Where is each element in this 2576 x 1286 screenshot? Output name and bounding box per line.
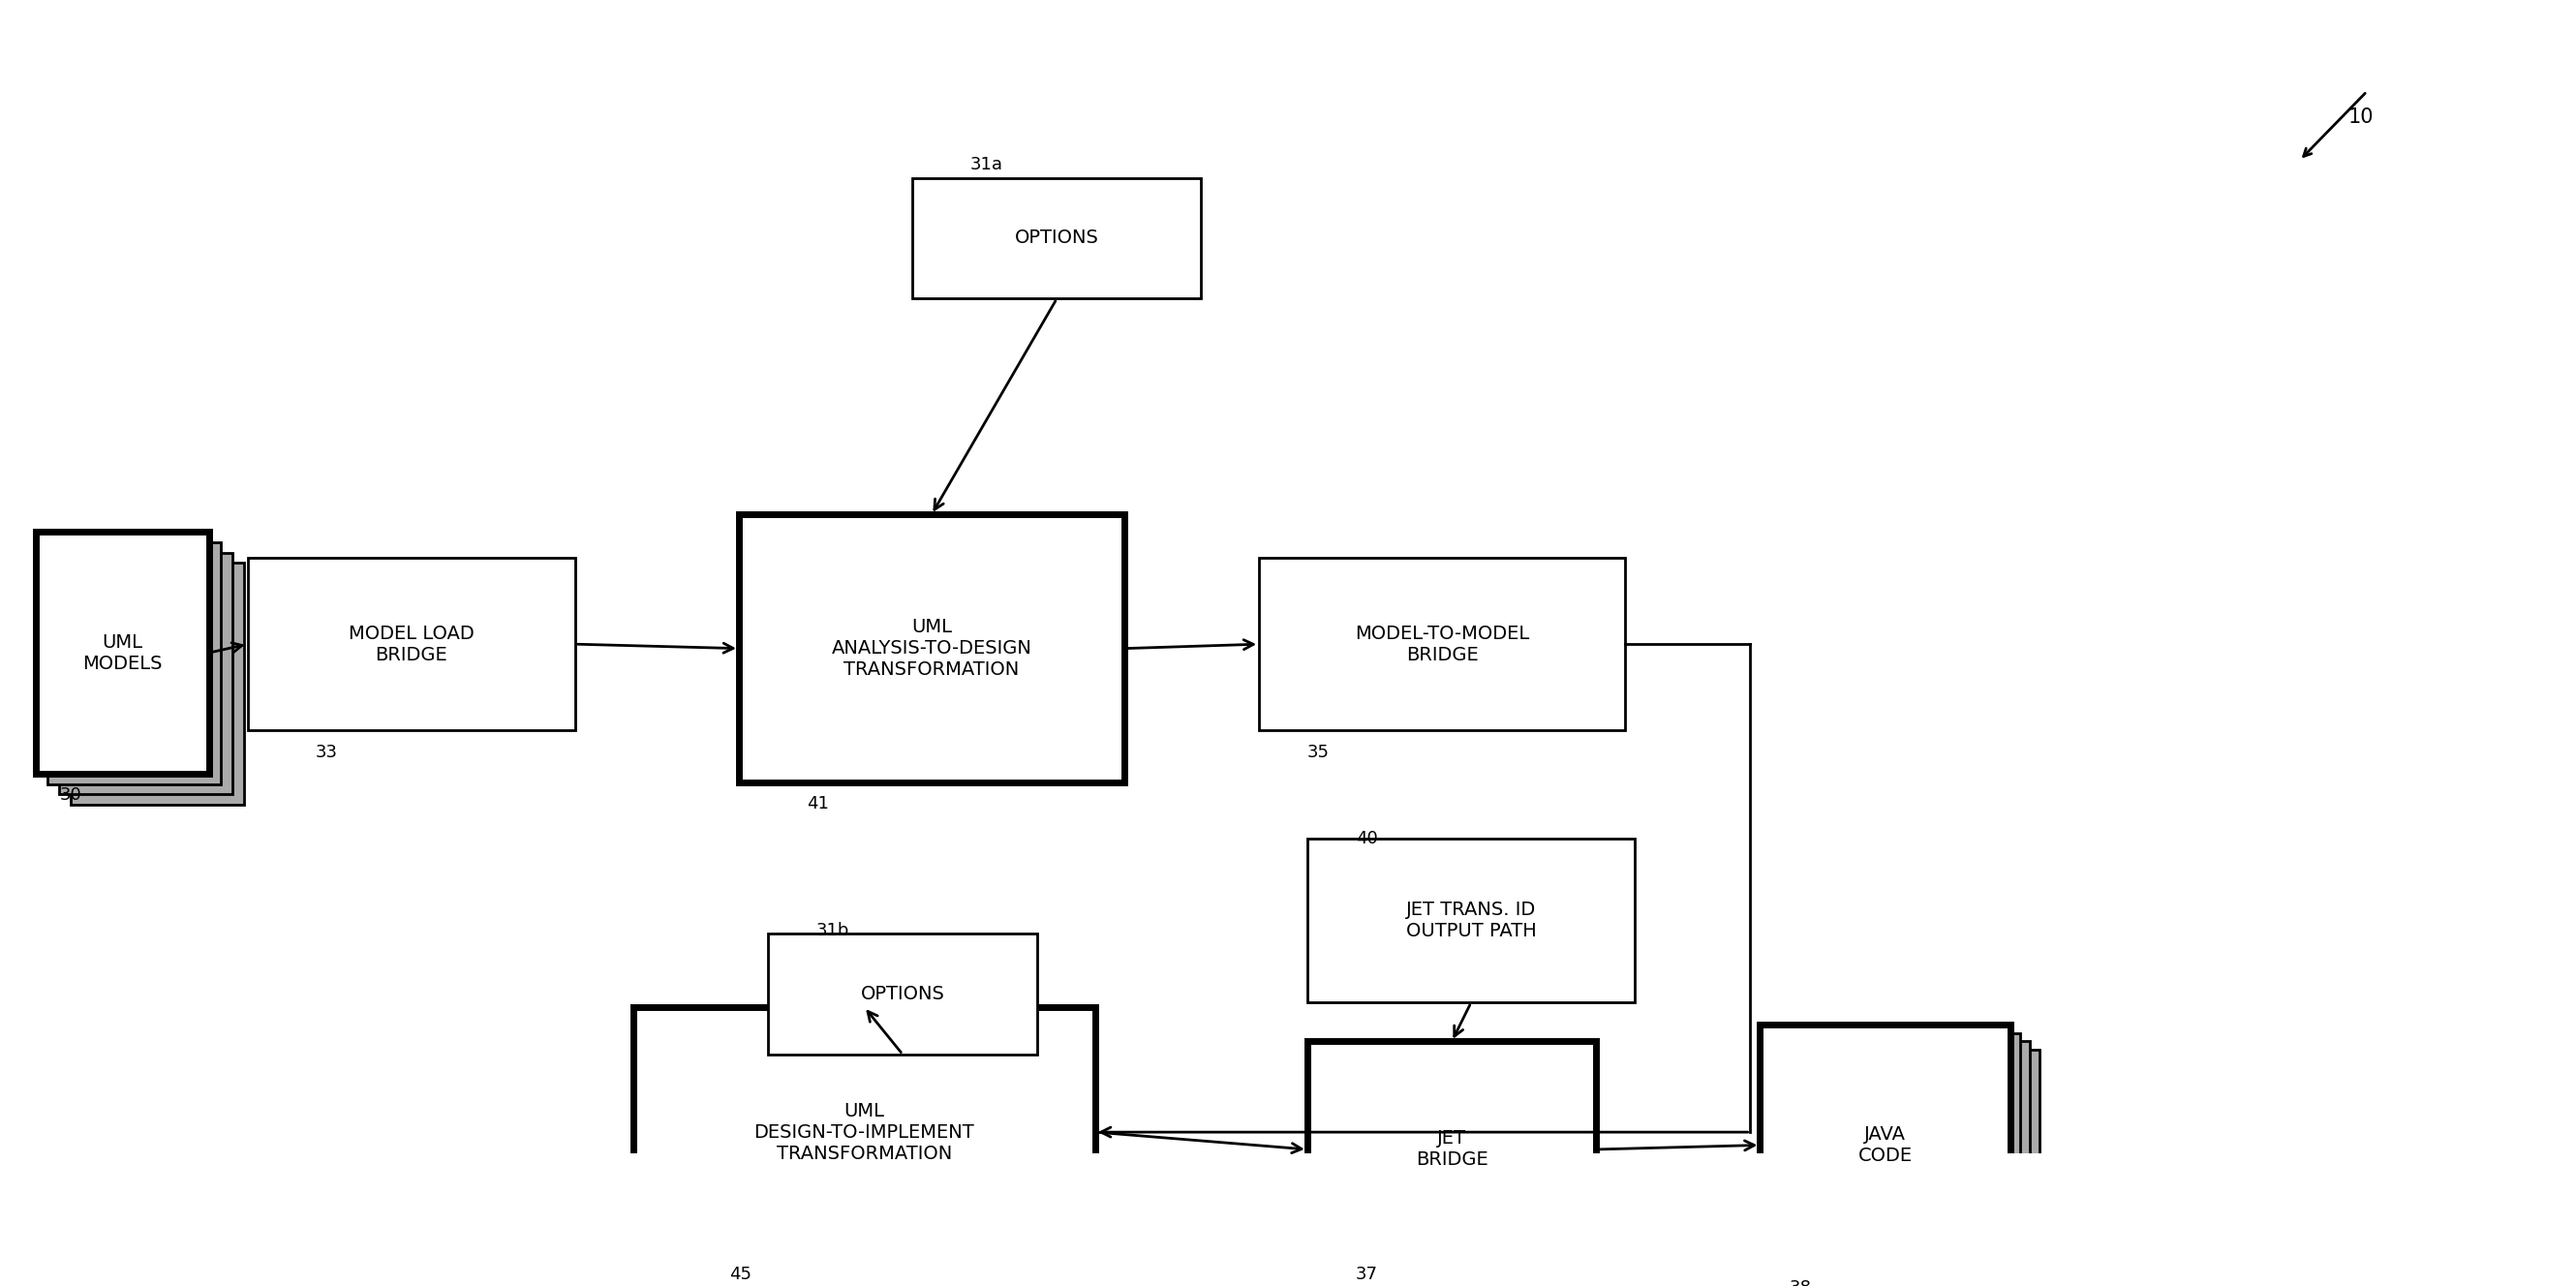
- Text: JET
BRIDGE: JET BRIDGE: [1417, 1129, 1489, 1169]
- FancyBboxPatch shape: [1306, 1042, 1597, 1258]
- Text: 35: 35: [1306, 743, 1329, 761]
- Text: 30: 30: [59, 787, 82, 804]
- Text: 45: 45: [729, 1265, 752, 1283]
- Text: UML
DESIGN-TO-IMPLEMENT
TRANSFORMATION: UML DESIGN-TO-IMPLEMENT TRANSFORMATION: [755, 1102, 974, 1163]
- FancyBboxPatch shape: [1260, 558, 1625, 730]
- Text: MODEL-TO-MODEL
BRIDGE: MODEL-TO-MODEL BRIDGE: [1355, 624, 1530, 664]
- Text: UML
MODELS: UML MODELS: [82, 633, 162, 673]
- FancyBboxPatch shape: [1306, 838, 1636, 1003]
- FancyBboxPatch shape: [768, 934, 1038, 1055]
- FancyBboxPatch shape: [36, 532, 209, 774]
- Text: 31a: 31a: [971, 156, 1002, 174]
- FancyBboxPatch shape: [739, 514, 1123, 782]
- Text: 10: 10: [2347, 108, 2372, 127]
- Text: 41: 41: [806, 795, 829, 813]
- FancyBboxPatch shape: [247, 558, 574, 730]
- FancyBboxPatch shape: [59, 553, 232, 795]
- FancyBboxPatch shape: [70, 563, 245, 805]
- Text: OPTIONS: OPTIONS: [860, 985, 945, 1003]
- Text: JET TRANS. ID
OUTPUT PATH: JET TRANS. ID OUTPUT PATH: [1406, 900, 1535, 940]
- Text: 31b: 31b: [817, 922, 850, 940]
- Text: 37: 37: [1355, 1265, 1378, 1283]
- Text: MODEL LOAD
BRIDGE: MODEL LOAD BRIDGE: [348, 624, 474, 664]
- Text: 33: 33: [314, 743, 337, 761]
- FancyBboxPatch shape: [1780, 1042, 2030, 1283]
- Text: 38: 38: [1788, 1280, 1811, 1286]
- Text: JAVA
CODE: JAVA CODE: [1857, 1125, 1911, 1165]
- FancyBboxPatch shape: [1759, 1024, 2009, 1265]
- Text: 40: 40: [1355, 829, 1378, 847]
- Text: UML
ANALYSIS-TO-DESIGN
TRANSFORMATION: UML ANALYSIS-TO-DESIGN TRANSFORMATION: [832, 619, 1033, 679]
- FancyBboxPatch shape: [46, 543, 222, 784]
- FancyBboxPatch shape: [634, 1007, 1095, 1258]
- FancyBboxPatch shape: [912, 177, 1200, 298]
- FancyBboxPatch shape: [1770, 1033, 2020, 1274]
- Text: OPTIONS: OPTIONS: [1015, 229, 1100, 247]
- FancyBboxPatch shape: [1788, 1051, 2040, 1286]
